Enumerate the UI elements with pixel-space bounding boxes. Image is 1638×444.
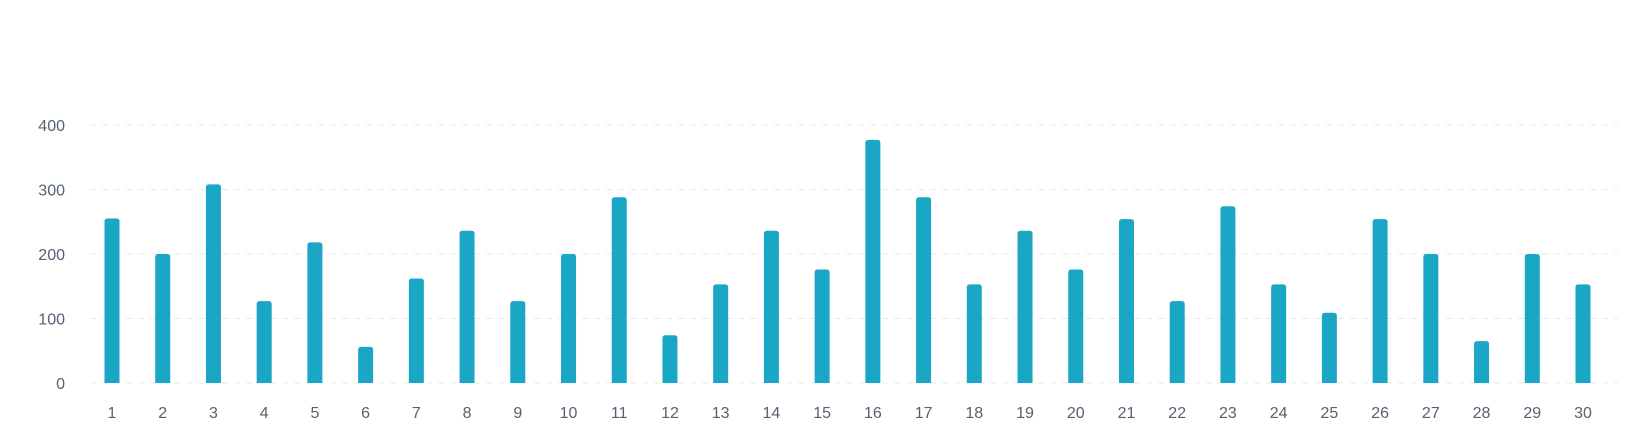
x-tick-label: 2 — [158, 405, 167, 422]
bar — [155, 254, 171, 383]
y-tick-label: 400 — [38, 118, 65, 135]
bar — [1118, 219, 1134, 383]
x-tick-label: 15 — [813, 405, 831, 422]
bar — [1474, 341, 1490, 383]
bar — [916, 197, 932, 383]
x-tick-label: 23 — [1219, 405, 1237, 422]
grid-lines — [90, 124, 1618, 384]
x-tick-label: 3 — [209, 405, 218, 422]
bar — [814, 269, 830, 383]
x-tick-label: 11 — [611, 405, 628, 422]
x-tick-label: 28 — [1473, 405, 1491, 422]
bar — [1169, 301, 1185, 383]
x-tick-label: 13 — [712, 405, 730, 422]
x-tick-label: 12 — [661, 405, 679, 422]
x-tick-label: 21 — [1118, 405, 1136, 422]
bar — [966, 284, 982, 383]
bar — [1321, 312, 1337, 383]
bar — [358, 346, 374, 383]
y-tick-label: 300 — [38, 183, 65, 200]
bar — [510, 301, 526, 383]
bar — [611, 197, 627, 383]
x-tick-label: 19 — [1016, 405, 1034, 422]
x-tick-label: 9 — [513, 405, 522, 422]
x-tick-label: 5 — [310, 405, 319, 422]
bar — [561, 254, 577, 383]
bar — [763, 230, 779, 383]
x-tick-label: 16 — [864, 405, 882, 422]
bars — [104, 139, 1591, 383]
y-tick-label: 100 — [38, 312, 65, 329]
bar — [1017, 230, 1033, 383]
bar — [1068, 269, 1084, 383]
x-tick-label: 1 — [108, 405, 117, 422]
x-tick-label: 7 — [412, 405, 421, 422]
bar — [1575, 284, 1591, 383]
bar — [1372, 219, 1388, 383]
bar — [205, 184, 221, 383]
bar — [865, 139, 881, 383]
x-tick-label: 14 — [763, 405, 781, 422]
x-tick-label: 10 — [560, 405, 578, 422]
x-tick-label: 8 — [463, 405, 472, 422]
x-tick-label: 26 — [1371, 405, 1389, 422]
bar — [662, 335, 678, 383]
x-tick-label: 24 — [1270, 405, 1288, 422]
x-tick-label: 6 — [361, 405, 370, 422]
bar — [104, 218, 120, 383]
bar — [713, 284, 729, 383]
x-tick-label: 20 — [1067, 405, 1085, 422]
x-tick-label: 29 — [1523, 405, 1541, 422]
x-axis-ticks: 1 2 3 4 5 6 7 8 9 10 11 12 13 14 15 16 17 18 19 20 21 22 23 24 2… — [108, 405, 1592, 422]
bar — [459, 230, 475, 383]
bar — [1524, 254, 1540, 383]
y-tick-label: 200 — [38, 247, 65, 264]
y-tick-label: 0 — [56, 376, 65, 393]
x-tick-label: 22 — [1168, 405, 1186, 422]
bar — [1220, 206, 1236, 383]
y-axis-ticks: 0 100 200 300 400 — [38, 118, 65, 393]
bar — [307, 242, 323, 383]
bar — [1423, 254, 1439, 383]
x-tick-label: 27 — [1422, 405, 1440, 422]
bar — [256, 301, 272, 383]
bar — [1271, 284, 1287, 383]
x-tick-label: 4 — [260, 405, 269, 422]
x-tick-label: 25 — [1320, 405, 1338, 422]
x-tick-label: 30 — [1574, 405, 1592, 422]
x-tick-label: 17 — [915, 405, 933, 422]
x-tick-label: 18 — [965, 405, 983, 422]
bar — [408, 278, 424, 383]
